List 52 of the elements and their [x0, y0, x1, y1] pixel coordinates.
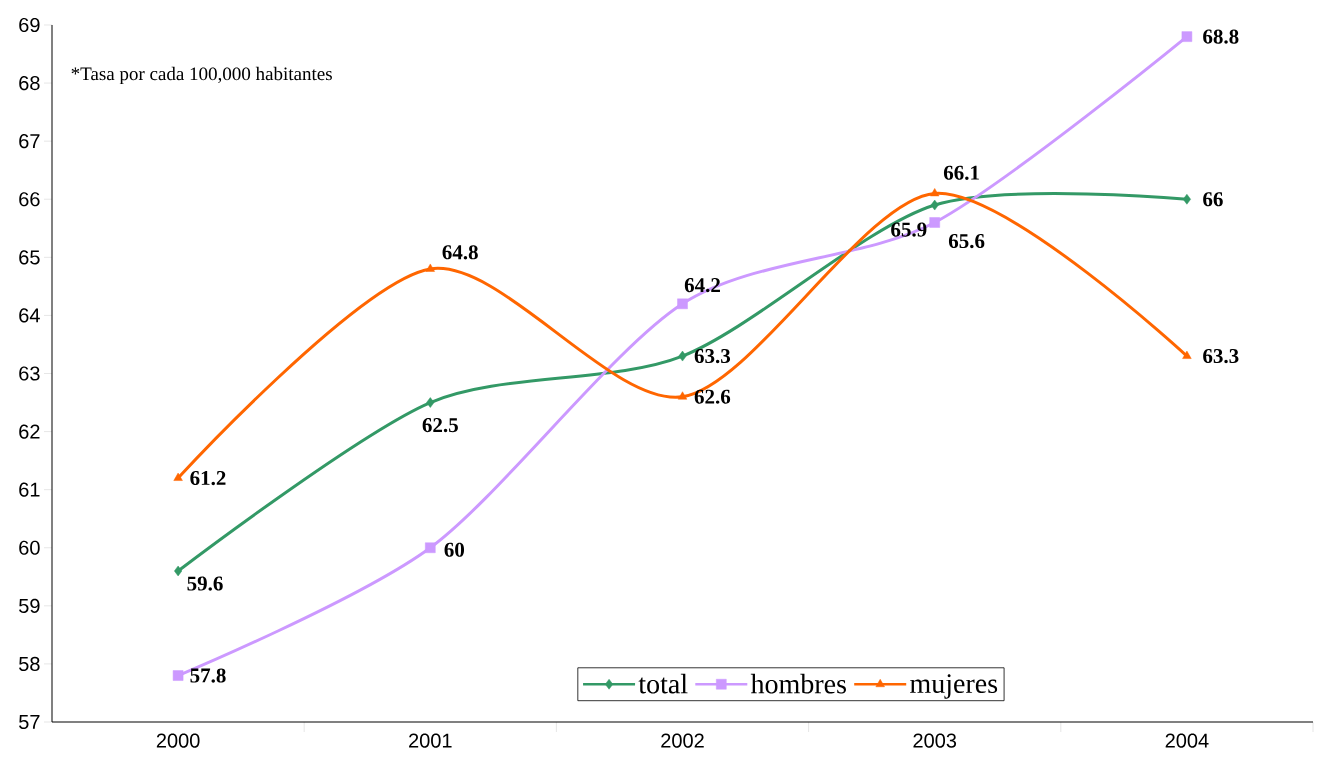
- data-label: 61.2: [190, 470, 226, 486]
- data-label: 62.6: [694, 389, 731, 404]
- point: [172, 670, 184, 681]
- legend-label: total: [638, 673, 688, 694]
- y-tick-label: 59: [19, 598, 40, 613]
- point: [425, 542, 436, 553]
- data-label: 60: [444, 542, 465, 557]
- data-label: 57.8: [190, 668, 226, 683]
- y-tick-label: 67: [19, 134, 40, 149]
- data-label: 66: [1203, 192, 1223, 207]
- point: [677, 391, 688, 400]
- point: [1181, 31, 1193, 42]
- data-label: 59.6: [187, 576, 223, 591]
- y-tick-label: 62: [19, 424, 40, 439]
- y-tick-label: 65: [19, 250, 40, 265]
- data-label: 68.8: [1203, 29, 1239, 44]
- data-label: 62.5: [422, 418, 458, 433]
- data-label: 63.3: [1203, 348, 1239, 364]
- point: [930, 188, 940, 197]
- y-tick-label: 66: [19, 192, 40, 207]
- annotation: *Tasa por cada 100,000 habitantes: [71, 66, 332, 85]
- point: [425, 263, 435, 272]
- data-label: 65.6: [948, 234, 985, 249]
- y-tick-label: 61: [19, 482, 40, 497]
- point: [1182, 350, 1192, 359]
- y-tick-label: 63: [19, 366, 40, 381]
- y-tick-label: 57: [19, 715, 40, 729]
- y-tick-label: 58: [19, 656, 40, 671]
- x-tick-label: 2001: [409, 733, 452, 748]
- data-label: 63.3: [694, 348, 731, 364]
- point: [1182, 193, 1191, 205]
- point: [426, 397, 435, 408]
- legend-label: mujeres: [910, 674, 998, 699]
- y-tick-label: 68: [19, 75, 40, 91]
- x-tick-label: 2004: [1165, 733, 1209, 748]
- y-tick-label: 64: [19, 308, 40, 323]
- point: [929, 217, 940, 228]
- data-label: 65.9: [891, 222, 927, 237]
- data-label: 64.8: [442, 245, 478, 260]
- point: [677, 298, 688, 310]
- x-tick-label: 2002: [661, 733, 704, 748]
- data-label: 64.2: [684, 278, 720, 293]
- point: [173, 472, 183, 481]
- point: [678, 350, 687, 362]
- data-label: 66.1: [943, 165, 979, 180]
- x-tick-label: 2003: [913, 733, 957, 748]
- point: [174, 565, 183, 577]
- y-tick-label: 69: [19, 17, 40, 33]
- point: [930, 199, 939, 211]
- y-tick-label: 60: [19, 540, 40, 555]
- legend-label: hombres: [750, 673, 846, 694]
- x-tick-label: 2000: [156, 733, 200, 748]
